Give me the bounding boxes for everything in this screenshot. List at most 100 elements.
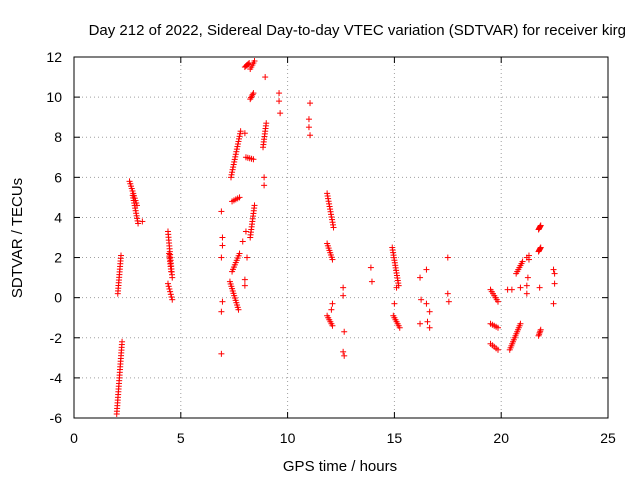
data-point (237, 128, 244, 135)
data-point (139, 218, 146, 225)
data-point (251, 58, 258, 65)
chart-title: Day 212 of 2022, Sidereal Day-to-day VTE… (89, 22, 626, 39)
data-point (235, 138, 242, 145)
x-tick-label: 5 (177, 430, 185, 446)
data-point (367, 264, 374, 271)
data-point (165, 283, 172, 290)
data-point (234, 141, 241, 148)
data-point (494, 324, 501, 331)
y-tick-label: -4 (50, 370, 63, 386)
data-point (237, 130, 244, 137)
data-point (423, 300, 430, 307)
data-point (218, 308, 225, 315)
data-point (228, 171, 235, 178)
data-point (251, 202, 258, 209)
x-tick-label: 15 (387, 430, 403, 446)
data-points (113, 58, 558, 417)
x-tick-label: 10 (280, 430, 296, 446)
data-point (537, 223, 544, 230)
data-point (551, 270, 558, 277)
data-point (329, 322, 336, 329)
y-tick-label: 12 (46, 49, 62, 65)
plot-frame (73, 56, 609, 419)
data-point (227, 174, 234, 181)
data-point (445, 298, 452, 305)
data-point (517, 284, 524, 291)
data-point (262, 74, 269, 81)
data-point (168, 293, 175, 300)
data-point (523, 290, 530, 297)
data-point (550, 266, 557, 273)
data-point (426, 324, 433, 331)
data-point (236, 194, 243, 201)
data-point (519, 258, 526, 265)
data-point (231, 158, 238, 165)
data-point (250, 156, 257, 163)
data-point (135, 220, 142, 227)
data-point (329, 256, 336, 263)
data-point (168, 268, 175, 275)
data-point (494, 346, 501, 353)
data-point (167, 288, 174, 295)
data-point (391, 300, 398, 307)
data-point (523, 254, 530, 261)
x-tick-label: 25 (600, 430, 616, 446)
data-point (537, 245, 544, 252)
data-point (261, 174, 268, 181)
data-point (236, 133, 243, 140)
data-point (423, 266, 430, 273)
data-point (236, 135, 243, 142)
data-point (444, 290, 451, 297)
data-point (219, 242, 226, 249)
data-point (328, 306, 335, 313)
data-point (235, 306, 242, 313)
data-point (230, 164, 237, 171)
data-point (232, 151, 239, 158)
data-point (230, 161, 237, 168)
data-point (219, 234, 226, 241)
data-point (229, 166, 236, 173)
data-point (239, 238, 246, 245)
data-point (426, 308, 433, 315)
data-point (250, 90, 257, 97)
data-point (232, 153, 239, 160)
data-point (166, 285, 173, 292)
data-point (234, 143, 241, 150)
data-point (276, 98, 283, 105)
y-tick-label: 0 (54, 290, 62, 306)
data-point (551, 280, 558, 287)
data-point (340, 284, 347, 291)
data-point (231, 156, 238, 163)
data-point (341, 328, 348, 335)
x-tick-label: 0 (70, 430, 78, 446)
data-point (218, 208, 225, 215)
x-tick-label: 20 (493, 430, 509, 446)
data-point (119, 338, 126, 345)
data-point (424, 318, 431, 325)
y-tick-label: 10 (46, 89, 62, 105)
data-point (537, 326, 544, 333)
data-point (169, 296, 176, 303)
data-point (340, 292, 347, 299)
data-point (233, 146, 240, 153)
y-tick-labels: -6 -4 -2 0 2 4 6 8 10 12 (46, 49, 62, 426)
data-point (537, 222, 544, 229)
data-point (169, 274, 176, 281)
y-tick-label: 8 (54, 129, 62, 145)
data-point (305, 124, 312, 131)
data-point (261, 182, 268, 189)
data-point (241, 130, 248, 137)
data-point (536, 284, 543, 291)
data-point (244, 254, 251, 261)
data-point (396, 324, 403, 331)
data-point (245, 61, 252, 68)
grid (74, 57, 608, 418)
data-point (307, 132, 314, 139)
data-point (218, 254, 225, 261)
data-point (417, 320, 424, 327)
y-tick-label: -6 (50, 410, 63, 426)
data-point (508, 286, 515, 293)
data-point (417, 274, 424, 281)
data-point (229, 169, 236, 176)
